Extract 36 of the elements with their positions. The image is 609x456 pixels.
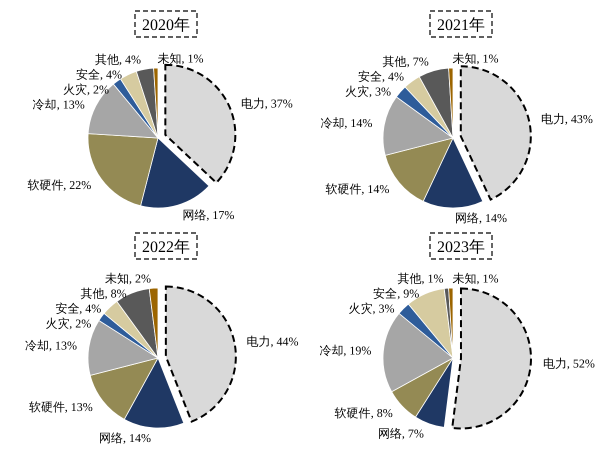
slice-label: 电力, 52% <box>542 356 595 371</box>
slice-label: 安全, 9% <box>373 286 420 301</box>
slice-label: 火灾, 2% <box>62 82 109 97</box>
slice-label: 网络, 17% <box>182 208 234 222</box>
slice-label: 软硬件, 13% <box>28 400 93 414</box>
chart-title: 2020年 <box>142 17 190 34</box>
slice-label: 未知, 1% <box>157 51 204 66</box>
slice-label: 网络, 7% <box>378 426 424 440</box>
slice-label: 未知, 1% <box>452 271 498 286</box>
slice-label: 网络, 14% <box>98 431 151 446</box>
slice-label: 未知, 1% <box>452 51 498 66</box>
slice-label: 安全, 4% <box>76 68 122 82</box>
chart-title: 2022年 <box>142 239 190 256</box>
slice-label: 电力, 37% <box>240 96 293 110</box>
slice-label: 其他, 7% <box>382 54 429 68</box>
slice-label: 电力, 43% <box>540 112 593 126</box>
chart-title: 2021年 <box>437 17 485 34</box>
slice-label: 其他, 1% <box>397 272 444 286</box>
slice-label: 安全, 4% <box>55 301 102 316</box>
slice-label: 冷却, 13% <box>24 338 77 353</box>
slice-label: 冷却, 13% <box>32 98 85 112</box>
slice-label: 未知, 2% <box>104 271 151 286</box>
slice-label: 其他, 8% <box>80 286 127 300</box>
slice-label: 冷却, 19% <box>319 344 372 358</box>
slice-label: 火灾, 2% <box>45 316 92 330</box>
slice-label: 安全, 4% <box>358 69 404 84</box>
slice-label: 其他, 4% <box>95 52 142 67</box>
slice-label: 软硬件, 22% <box>27 178 92 192</box>
slice-label: 软硬件, 8% <box>334 406 393 420</box>
slice-label: 火灾, 3% <box>348 302 394 316</box>
slice-label: 软硬件, 14% <box>325 182 390 196</box>
chart-title: 2023年 <box>437 239 485 256</box>
slice-label: 电力, 44% <box>246 334 298 349</box>
slice-label: 网络, 14% <box>455 211 507 226</box>
slice-label: 火灾, 3% <box>344 84 391 98</box>
slice-label: 冷却, 14% <box>320 116 372 130</box>
